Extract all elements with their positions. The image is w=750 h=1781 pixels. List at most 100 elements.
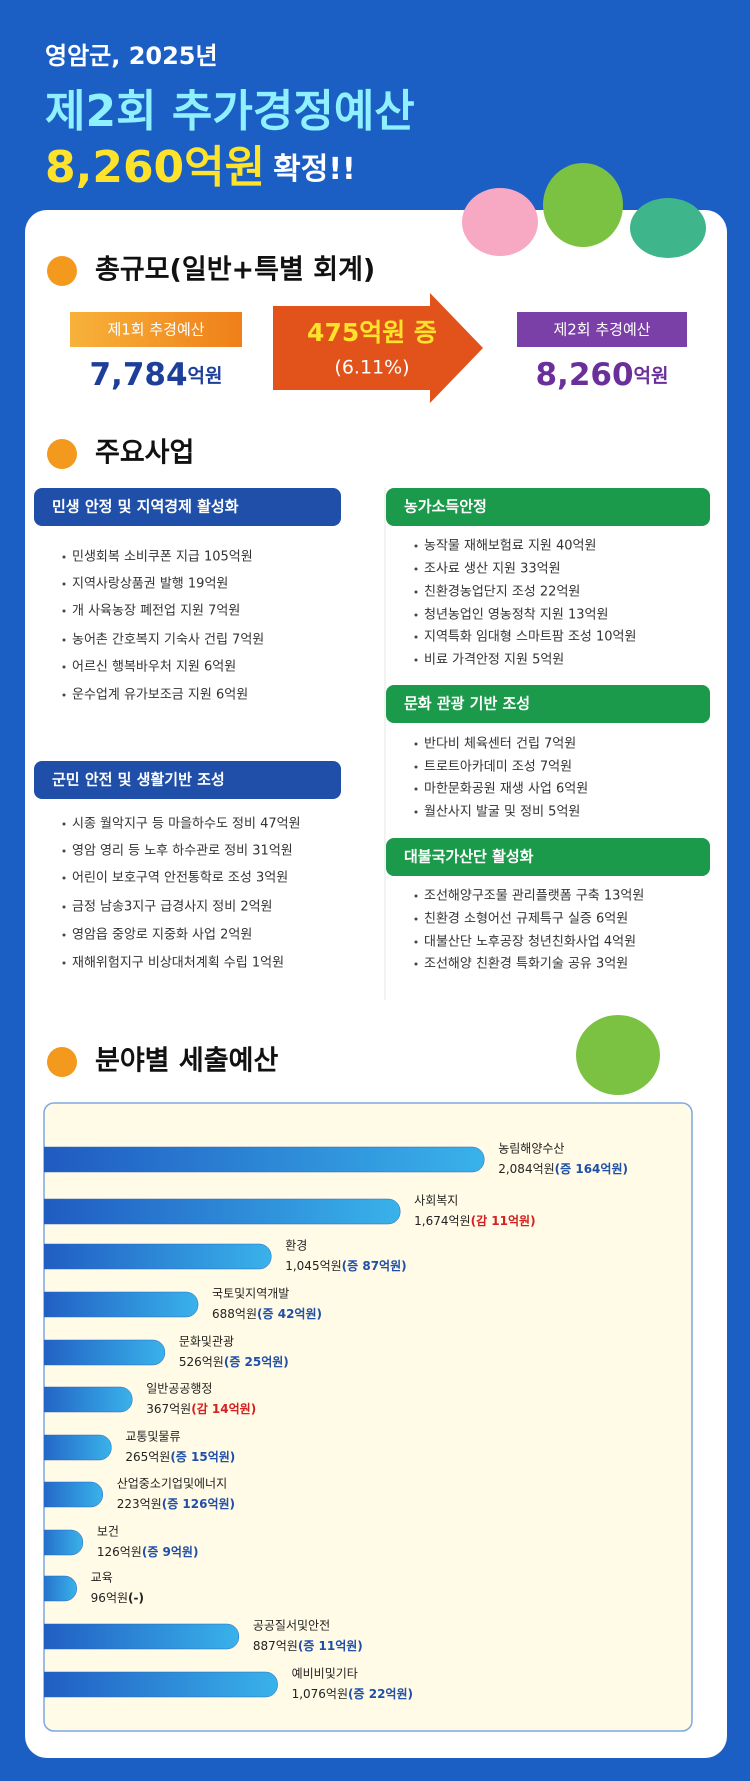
bar-value-label: 1,674억원 [414,1214,470,1228]
bar-value-label: 2,084억원 [498,1162,554,1176]
bar-category: 교육 [91,1571,113,1585]
bar-change: (증 42억원) [257,1307,322,1321]
group-item: 친환경 소형어선 규제특구 실증 6억원 [424,912,628,927]
group-item: 마한문화공원 재생 사업 6억원 [424,782,588,797]
bar-change: (-) [128,1591,144,1605]
section-title: 분야별 세출예산 [95,1046,278,1077]
bullet [62,693,66,697]
after-unit: 억원 [634,365,669,387]
group-title: 문화 관광 기반 조성 [404,695,530,713]
section-icon [47,1047,77,1077]
group-header [386,838,710,876]
group-item: 지역사랑상품권 발행 19억원 [72,576,228,592]
bullet [414,962,418,966]
group-item: 지역특화 임대형 스마트팜 조성 10억원 [424,630,636,645]
change: 475억원 증 [307,318,437,347]
bullet [62,638,66,642]
bullet [414,658,418,662]
bar-value-label: 526억원 [179,1355,224,1369]
bar [44,1671,278,1698]
bullet [414,567,418,571]
header-amount: 8,260억원 [45,142,265,193]
bullet [62,933,66,937]
bullet [414,590,418,594]
bar-label: 688억원(증 42억원) [212,1307,322,1321]
section-icon [47,256,77,286]
bar-label: 1,674억원(감 11억원) [414,1213,535,1228]
group-item: 월산사지 발굴 및 정비 5억원 [424,805,580,820]
mascots [462,163,706,258]
bar [44,1243,272,1270]
bars [44,1146,485,1698]
bullet [62,665,66,669]
before-label: 제1회 추경예산 [107,321,204,339]
bullet [414,810,418,814]
group-item: 조선해양구조물 관리플랫폼 구축 13억원 [424,889,644,904]
bar [44,1434,112,1461]
group-item: 어린이 보호구역 안전통학로 조성 3억원 [72,871,288,886]
bar-change: (증 164억원) [555,1162,628,1176]
group-title: 군민 안전 및 생활기반 조성 [52,771,225,789]
bar-label: 1,045억원(증 87억원) [285,1259,406,1273]
bar-label: 96억원(-) [91,1591,144,1605]
bullet [414,787,418,791]
bar [44,1575,77,1602]
group-item: 민생회복 소비쿠폰 지급 105억원 [72,550,253,565]
bullet [62,905,66,909]
arrow [273,293,483,403]
bar [44,1198,401,1225]
bar-category: 환경 [285,1239,307,1253]
header-line1: 영암군, 2025년 [45,42,218,70]
bullet [414,917,418,921]
bar-category: 산업중소기업및에너지 [117,1477,227,1491]
group-item: 재해위험지구 비상대처계획 수립 1억원 [72,956,284,971]
group-header [386,488,710,526]
bar-label: 223억원(증 126억원) [117,1497,235,1511]
header-title: 제2회 추가경정예산 [45,86,415,137]
group-item: 시종 월악지구 등 마을하수도 정비 47억원 [72,817,301,832]
bar-label: 265억원(증 15억원) [125,1450,235,1464]
bar-change: (감 14억원) [191,1401,256,1416]
section-title: 주요사업 [95,438,194,469]
group-item: 금정 남송3지구 급경사지 정비 2억원 [72,900,273,915]
after-label: 제2회 추경예산 [553,321,650,339]
bar-label: 367억원(감 14억원) [146,1401,256,1416]
bar-value-label: 223억원 [117,1497,162,1511]
bar [44,1481,103,1508]
bullet [62,849,66,853]
bullet [414,742,418,746]
bar-category: 문화및관광 [179,1335,234,1349]
bullet [414,544,418,548]
bar-change: (증 126억원) [162,1497,235,1511]
bullet [414,894,418,898]
bar-label: 126억원(증 9억원) [97,1545,199,1559]
section-title: 총규모(일반+특별 회계) [95,255,375,286]
bar-label: 526억원(증 25억원) [179,1355,289,1369]
section-icon [47,439,77,469]
mascot [576,1015,660,1095]
group-header [386,685,710,723]
bullet [414,613,418,617]
bar-label: 2,084억원(증 164억원) [498,1162,628,1176]
group-item: 조선해양 친환경 특화기술 공유 3억원 [424,957,628,972]
bar-value-label: 688억원 [212,1307,257,1321]
bullet [62,961,66,965]
bar [44,1623,240,1650]
group-header [34,488,341,526]
before-unit: 억원 [188,365,223,387]
group-item: 반다비 체육센터 건립 7억원 [424,737,576,752]
bar-change: (증 15억원) [170,1450,235,1464]
bar-value-label: 1,045억원 [285,1259,341,1273]
bullet [414,940,418,944]
group-title: 민생 안정 및 지역경제 활성화 [52,498,239,516]
header-amount-line: 8,260억원 확정!! [45,142,356,193]
bar-value-label: 367억원 [146,1402,191,1416]
bar [44,1386,133,1413]
bar-value-label: 96억원 [91,1591,128,1605]
bar-change: (증 9억원) [142,1545,199,1559]
bar-category: 예비비및기타 [292,1667,358,1681]
group-item: 청년농업인 영농정착 지원 13억원 [424,608,608,623]
bar [44,1529,84,1556]
group-item: 대불산단 노후공장 청년친화사업 4억원 [424,935,636,950]
